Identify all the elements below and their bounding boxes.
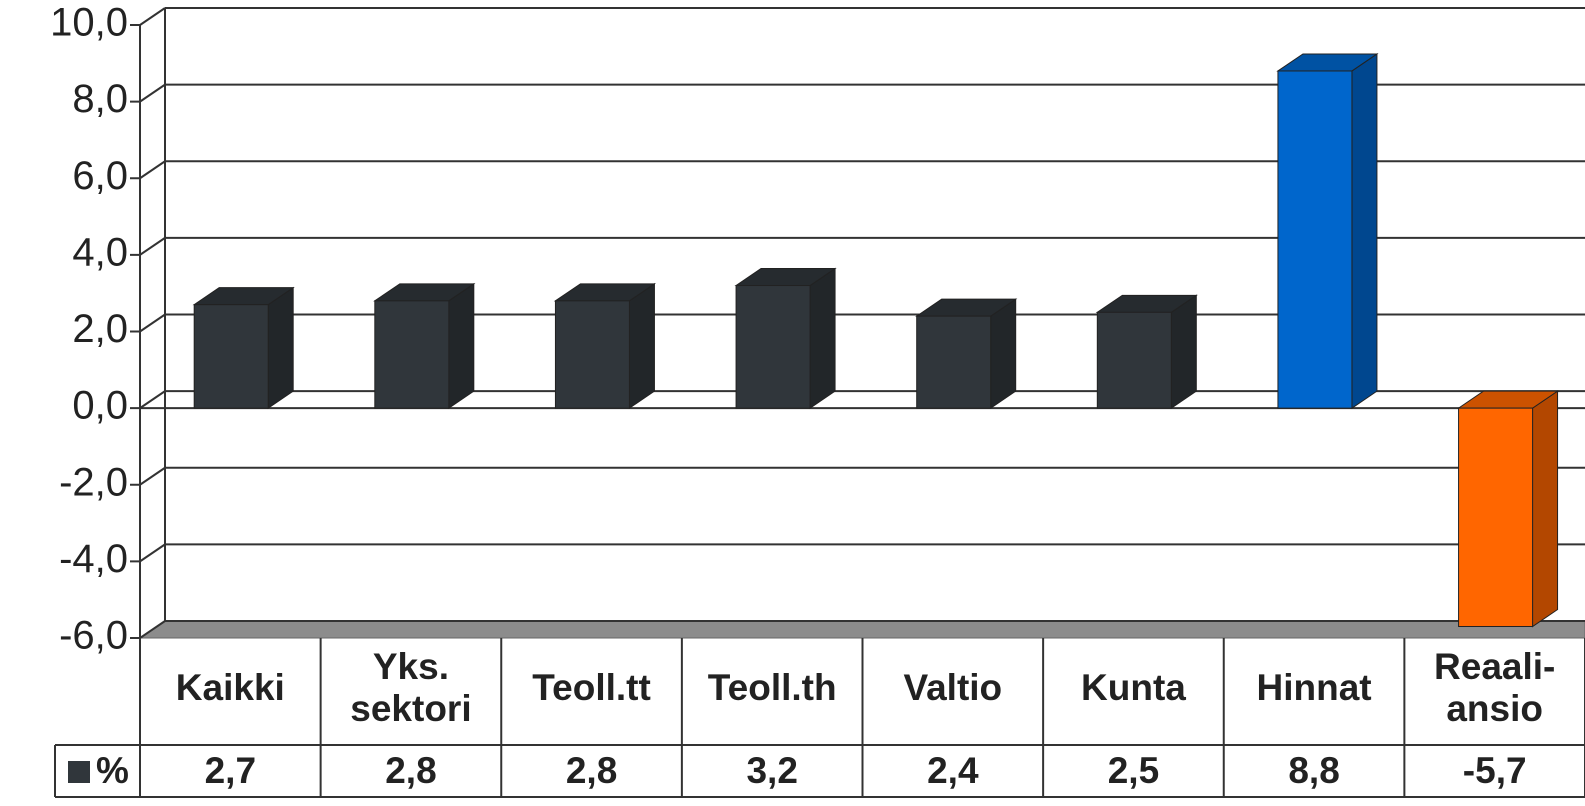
bar: [374, 300, 450, 409]
grid-line: [139, 83, 166, 103]
x-tick-label: Reaali-ansio: [1434, 646, 1555, 729]
bar-side: [628, 282, 655, 410]
bar-side: [1170, 294, 1197, 410]
x-tick-label: Valtio: [903, 667, 1002, 708]
value-label: 2,4: [927, 750, 979, 791]
value-label: 2,5: [1108, 750, 1159, 791]
bar-side: [267, 286, 294, 410]
grid-line: [139, 237, 166, 256]
y-tick-label: -6,0: [59, 614, 128, 658]
bar-side: [1532, 390, 1559, 628]
grid-line: [139, 390, 166, 409]
value-label: 2,8: [566, 750, 617, 791]
grid-line: [139, 160, 166, 180]
value-label: -5,7: [1463, 750, 1527, 791]
legend-label: %: [96, 750, 129, 791]
grid-line: [139, 543, 166, 563]
bar: [1096, 311, 1172, 409]
grid-line: [139, 7, 166, 26]
floor: [138, 620, 1585, 639]
x-tick-label: Teoll.tt: [532, 667, 651, 708]
value-label: 8,8: [1288, 750, 1339, 791]
x-tick-label: Kaikki: [176, 667, 285, 708]
bar-side: [990, 298, 1017, 410]
bar: [1277, 70, 1353, 409]
bar-side: [448, 282, 475, 410]
bar: [1458, 407, 1534, 628]
bar: [916, 315, 992, 409]
y-tick-label: 0,0: [72, 384, 128, 428]
bar: [554, 300, 630, 409]
y-tick-label: 4,0: [72, 230, 128, 274]
bar-side: [1351, 53, 1378, 410]
x-tick-label: Yks. sektori: [350, 646, 471, 729]
y-tick-label: 10,0: [50, 1, 128, 45]
bar-side: [809, 267, 836, 410]
x-tick-label: Hinnat: [1257, 667, 1372, 708]
value-label: 2,7: [205, 750, 256, 791]
grid-line: [139, 466, 166, 486]
y-tick-label: 8,0: [72, 77, 128, 121]
grid-line: [139, 313, 166, 333]
x-tick-label: Teoll.th: [708, 667, 837, 708]
legend-swatch: [68, 761, 90, 783]
y-tick-label: -2,0: [59, 460, 128, 504]
value-label: 3,2: [746, 750, 797, 791]
bar: [193, 304, 269, 409]
y-tick-label: 6,0: [72, 154, 128, 198]
y-tick-label: 2,0: [72, 307, 128, 351]
bar: [735, 285, 811, 409]
value-label: 2,8: [385, 750, 436, 791]
grid-line: [139, 620, 166, 639]
y-tick-label: -4,0: [59, 537, 128, 581]
x-tick-label: Kunta: [1081, 667, 1186, 708]
